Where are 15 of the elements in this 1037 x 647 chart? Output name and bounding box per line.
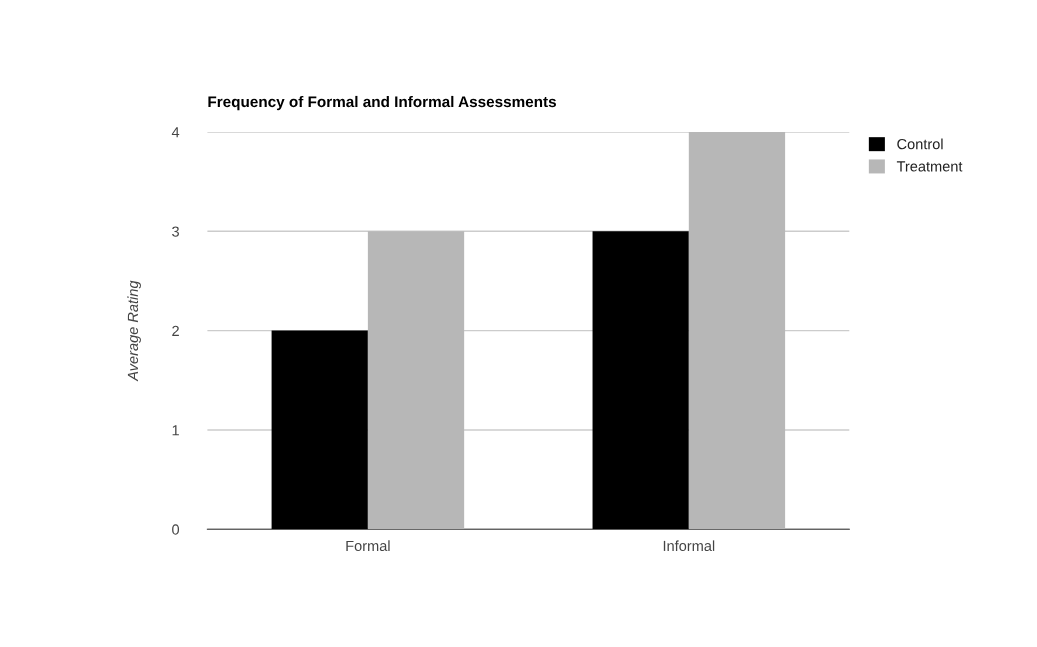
chart-title: Frequency of Formal and Informal Assessments	[208, 95, 556, 111]
y-tick-label: 1	[172, 425, 179, 436]
bar	[367, 231, 465, 530]
x-tick-label: Formal	[346, 540, 390, 552]
bar	[592, 231, 689, 530]
y-tick-label: 3	[172, 226, 179, 237]
bar	[688, 131, 786, 530]
bar	[271, 330, 368, 530]
y-tick-label: 4	[171, 127, 180, 138]
x-tick-label: Informal	[663, 540, 715, 552]
legend-label: Treatment	[896, 161, 963, 172]
y-tick-label: 0	[172, 524, 180, 535]
y-axis-title: Average Rating	[127, 280, 141, 382]
legend-label: Control	[897, 138, 943, 150]
y-tick-label: 2	[172, 325, 179, 336]
